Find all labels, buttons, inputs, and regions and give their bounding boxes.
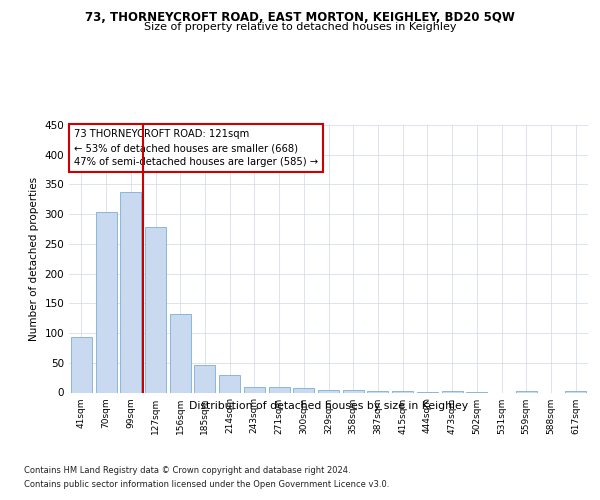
Text: Contains public sector information licensed under the Open Government Licence v3: Contains public sector information licen…	[24, 480, 389, 489]
Text: 73 THORNEYCROFT ROAD: 121sqm
← 53% of detached houses are smaller (668)
47% of s: 73 THORNEYCROFT ROAD: 121sqm ← 53% of de…	[74, 129, 319, 167]
Bar	[516, 390, 537, 392]
Bar	[219, 374, 240, 392]
Bar	[565, 390, 586, 392]
Bar	[95, 212, 116, 392]
Text: 73, THORNEYCROFT ROAD, EAST MORTON, KEIGHLEY, BD20 5QW: 73, THORNEYCROFT ROAD, EAST MORTON, KEIG…	[85, 11, 515, 24]
Bar	[194, 365, 215, 392]
Text: Distribution of detached houses by size in Keighley: Distribution of detached houses by size …	[189, 401, 469, 411]
Bar	[244, 386, 265, 392]
Bar	[120, 192, 141, 392]
Bar	[269, 386, 290, 392]
Text: Contains HM Land Registry data © Crown copyright and database right 2024.: Contains HM Land Registry data © Crown c…	[24, 466, 350, 475]
Bar	[71, 337, 92, 392]
Text: Size of property relative to detached houses in Keighley: Size of property relative to detached ho…	[144, 22, 456, 32]
Bar	[145, 227, 166, 392]
Bar	[343, 390, 364, 392]
Bar	[442, 390, 463, 392]
Bar	[318, 390, 339, 392]
Bar	[293, 388, 314, 392]
Y-axis label: Number of detached properties: Number of detached properties	[29, 176, 39, 341]
Bar	[170, 314, 191, 392]
